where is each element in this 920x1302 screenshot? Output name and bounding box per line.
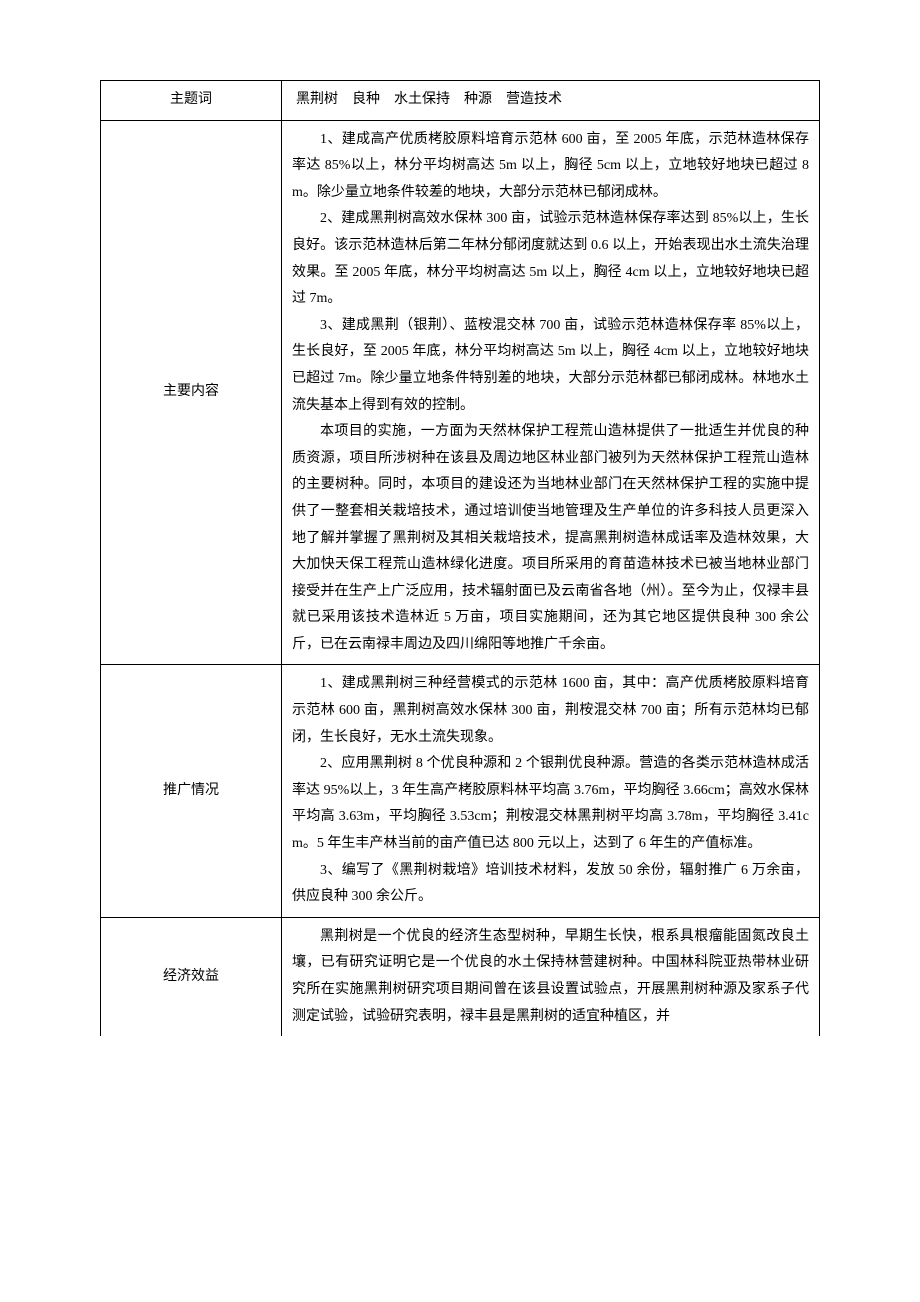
content-paragraph: 3、编写了《黑荆树栽培》培训技术材料，发放 50 余份，辐射推广 6 万余亩，供… [292, 858, 809, 911]
keyword-item: 良种 [352, 92, 380, 107]
keyword-item: 水土保持 [394, 92, 450, 107]
row-label: 推广情况 [101, 665, 282, 917]
table-row: 推广情况1、建成黑荆树三种经营模式的示范林 1600 亩，其中：高产优质栲胶原料… [101, 665, 820, 917]
content-paragraph: 1、建成黑荆树三种经营模式的示范林 1600 亩，其中：高产优质栲胶原料培育示范… [292, 671, 809, 751]
table-row: 经济效益黑荆树是一个优良的经济生态型树种，早期生长快，根系具根瘤能固氮改良土壤，… [101, 917, 820, 1036]
row-content: 黑荆树是一个优良的经济生态型树种，早期生长快，根系具根瘤能固氮改良土壤，已有研究… [282, 917, 820, 1036]
content-paragraph: 黑荆树是一个优良的经济生态型树种，早期生长快，根系具根瘤能固氮改良土壤，已有研究… [292, 924, 809, 1030]
content-paragraph: 本项目的实施，一方面为天然林保护工程荒山造林提供了一批适生并优良的种质资源，项目… [292, 419, 809, 658]
row-label: 主要内容 [101, 120, 282, 665]
table-row: 主题词黑荆树良种水土保持种源营造技术 [101, 81, 820, 121]
row-content: 1、建成黑荆树三种经营模式的示范林 1600 亩，其中：高产优质栲胶原料培育示范… [282, 665, 820, 917]
row-content: 黑荆树良种水土保持种源营造技术 [282, 81, 820, 121]
row-content: 1、建成高产优质栲胶原料培育示范林 600 亩，至 2005 年底，示范林造林保… [282, 120, 820, 665]
row-label: 经济效益 [101, 917, 282, 1036]
info-table: 主题词黑荆树良种水土保持种源营造技术主要内容1、建成高产优质栲胶原料培育示范林 … [100, 80, 820, 1036]
keywords-list: 黑荆树良种水土保持种源营造技术 [292, 87, 809, 114]
document-page: 主题词黑荆树良种水土保持种源营造技术主要内容1、建成高产优质栲胶原料培育示范林 … [0, 0, 920, 1096]
table-row: 主要内容1、建成高产优质栲胶原料培育示范林 600 亩，至 2005 年底，示范… [101, 120, 820, 665]
content-paragraph: 3、建成黑荆（银荆）、蓝桉混交林 700 亩，试验示范林造林保存率 85%以上，… [292, 313, 809, 419]
content-paragraph: 2、建成黑荆树高效水保林 300 亩，试验示范林造林保存率达到 85%以上，生长… [292, 206, 809, 312]
keyword-item: 黑荆树 [296, 92, 338, 107]
table-body: 主题词黑荆树良种水土保持种源营造技术主要内容1、建成高产优质栲胶原料培育示范林 … [101, 81, 820, 1037]
content-paragraph: 2、应用黑荆树 8 个优良种源和 2 个银荆优良种源。营造的各类示范林造林成活率… [292, 751, 809, 857]
keyword-item: 种源 [464, 92, 492, 107]
content-paragraph: 1、建成高产优质栲胶原料培育示范林 600 亩，至 2005 年底，示范林造林保… [292, 127, 809, 207]
row-label: 主题词 [101, 81, 282, 121]
keyword-item: 营造技术 [506, 92, 562, 107]
